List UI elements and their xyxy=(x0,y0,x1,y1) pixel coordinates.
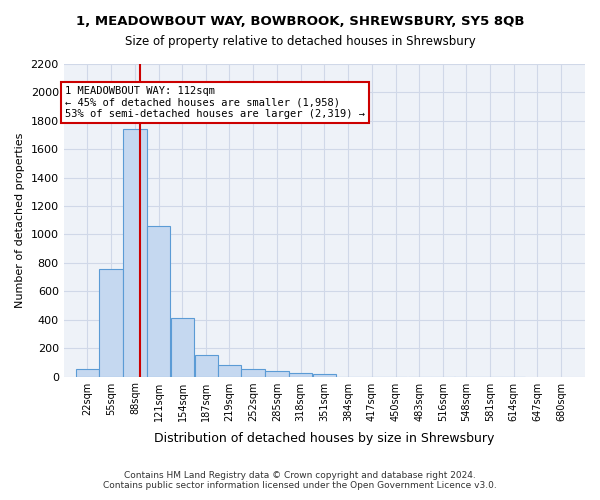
Bar xyxy=(218,365,241,376)
Bar xyxy=(147,226,170,376)
Bar xyxy=(241,370,265,376)
Text: Size of property relative to detached houses in Shrewsbury: Size of property relative to detached ho… xyxy=(125,35,475,48)
X-axis label: Distribution of detached houses by size in Shrewsbury: Distribution of detached houses by size … xyxy=(154,432,494,445)
Bar xyxy=(76,368,99,376)
Text: 1 MEADOWBOUT WAY: 112sqm
← 45% of detached houses are smaller (1,958)
53% of sem: 1 MEADOWBOUT WAY: 112sqm ← 45% of detach… xyxy=(65,86,365,119)
Bar xyxy=(123,130,146,376)
Bar xyxy=(289,372,312,376)
Text: Contains HM Land Registry data © Crown copyright and database right 2024.
Contai: Contains HM Land Registry data © Crown c… xyxy=(103,470,497,490)
Bar xyxy=(265,371,289,376)
Bar xyxy=(100,268,123,376)
Y-axis label: Number of detached properties: Number of detached properties xyxy=(15,132,25,308)
Text: 1, MEADOWBOUT WAY, BOWBROOK, SHREWSBURY, SY5 8QB: 1, MEADOWBOUT WAY, BOWBROOK, SHREWSBURY,… xyxy=(76,15,524,28)
Bar xyxy=(313,374,336,376)
Bar xyxy=(171,318,194,376)
Bar xyxy=(194,354,218,376)
